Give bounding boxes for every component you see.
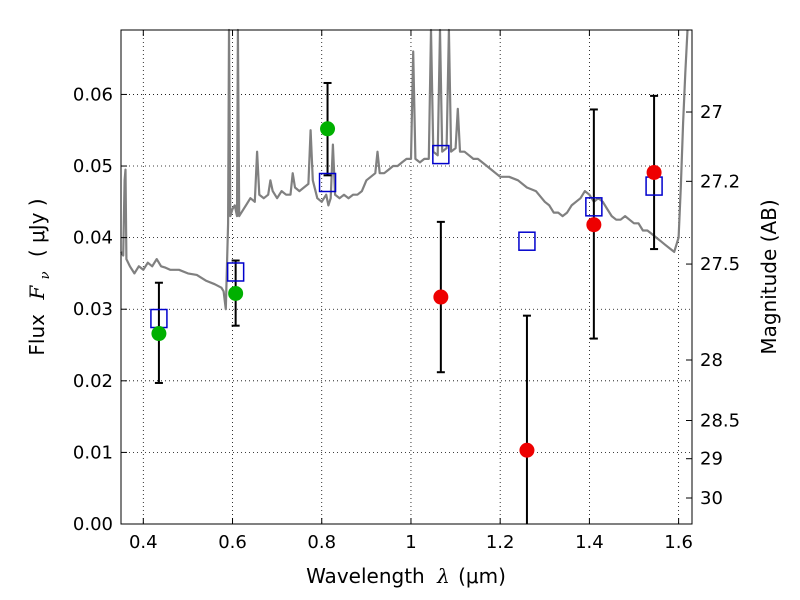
right-tick-label: 28 [700,350,723,371]
x-axis-label: Wavelength λ (μm) [306,564,506,588]
y-tick-label: 0.03 [73,299,113,320]
x-tick-label: 0.8 [307,532,336,553]
x-tick-label: 1.6 [664,532,693,553]
right-tick-label: 27.5 [700,254,740,275]
x-tick-label: 0.6 [218,532,247,553]
model-square-marker [226,262,245,282]
template-spectrum [120,28,689,311]
x-tick-label: 1.2 [486,532,515,553]
y-tick-label: 0.05 [73,156,113,177]
y-tick-label: 0.00 [73,514,113,535]
model-square-marker [318,172,337,193]
x-tick-label: 0.4 [129,532,158,553]
undetected-point-marker [586,217,602,233]
undetected-point-marker [519,442,535,458]
detected-point-marker [228,285,244,301]
y-tick-label: 0.01 [73,442,113,463]
right-tick-label: 27 [700,102,723,123]
model-square-marker [432,144,450,165]
axis-ticks: 0.4 0.6 0.8 1 1.2 1.4 1.6 0.00 0.01 0.02 0.03 0.04 0… [73,30,740,553]
undetected-point-marker [646,164,662,180]
y-axis-label: Flux F ν ( μJy ) [25,198,54,355]
detected-point-marker [151,326,167,342]
right-tick-label: 27.2 [700,171,740,192]
template-line [120,28,689,311]
detected-point-marker [320,121,336,137]
plot-frame [120,29,693,525]
model-square-marker [585,197,603,217]
y-tick-label: 0.04 [73,228,113,249]
y-tick-label: 0.02 [73,371,113,392]
undetected-point-marker [433,289,449,305]
right-tick-label: 28.5 [700,411,740,432]
right-tick-label: 30 [700,488,723,509]
observed-points [151,121,662,458]
x-tick-label: 1 [405,532,416,553]
grid-lines [121,30,692,525]
x-tick-label: 1.4 [575,532,604,553]
model-square-marker [518,231,536,251]
right-tick-label: 29 [700,449,723,470]
y-tick-label: 0.06 [73,84,113,105]
right-axis-label: Magnitude (AB) [757,199,781,354]
